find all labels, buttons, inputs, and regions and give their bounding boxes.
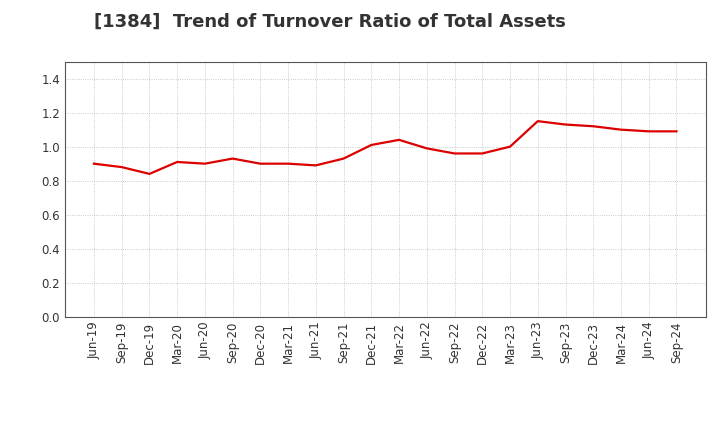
- Text: [1384]  Trend of Turnover Ratio of Total Assets: [1384] Trend of Turnover Ratio of Total …: [94, 13, 565, 31]
